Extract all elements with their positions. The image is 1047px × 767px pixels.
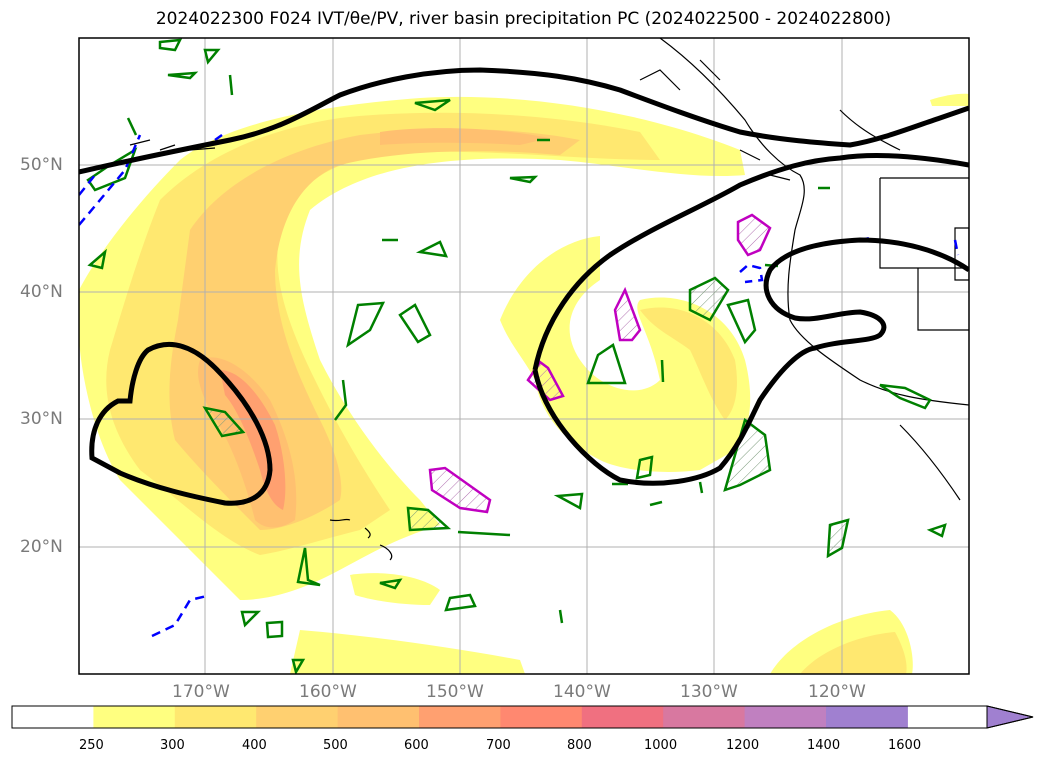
- lon-label-170w: 170°W: [172, 682, 230, 702]
- ivt-contour-300-c: [800, 632, 907, 674]
- map-title: 2024022300 F024 IVT/θe/PV, river basin p…: [155, 9, 892, 29]
- lon-label-120w: 120°W: [808, 682, 866, 702]
- magenta-contours: [428, 213, 772, 514]
- map-frame: [78, 37, 970, 675]
- colorbar-label-1000: 1000: [644, 738, 678, 753]
- ivt-contour-500: [380, 128, 550, 145]
- lat-label-40n: 40°N: [20, 282, 63, 302]
- colorbar-label-1600: 1600: [888, 738, 922, 753]
- colorbar-label-600: 600: [404, 738, 429, 753]
- ivt-contour-250-f: [930, 93, 969, 106]
- ivt-contour-250-b: [500, 236, 751, 472]
- lat-label-30n: 30°N: [20, 409, 63, 429]
- ivt-contour-250-e: [290, 630, 525, 674]
- lon-label-160w: 160°W: [299, 682, 357, 702]
- lat-label-50n: 50°N: [20, 155, 63, 175]
- colorbar-label-1200: 1200: [726, 738, 760, 753]
- lat-label-20n: 20°N: [20, 537, 63, 557]
- colorbar-label-300: 300: [160, 738, 185, 753]
- colorbar-label-800: 800: [567, 738, 592, 753]
- colorbar-label-1400: 1400: [807, 738, 841, 753]
- colorbar-label-250: 250: [79, 738, 104, 753]
- colorbar-label-400: 400: [242, 738, 267, 753]
- lon-label-140w: 140°W: [553, 682, 611, 702]
- lon-label-150w: 150°W: [426, 682, 484, 702]
- lon-label-130w: 130°W: [680, 682, 738, 702]
- ivt-shading: [79, 93, 969, 674]
- ivt-contour-300-b: [640, 307, 737, 420]
- colorbar-label-700: 700: [486, 738, 511, 753]
- colorbar-label-500: 500: [323, 738, 348, 753]
- thick-black-contours: [79, 67, 969, 506]
